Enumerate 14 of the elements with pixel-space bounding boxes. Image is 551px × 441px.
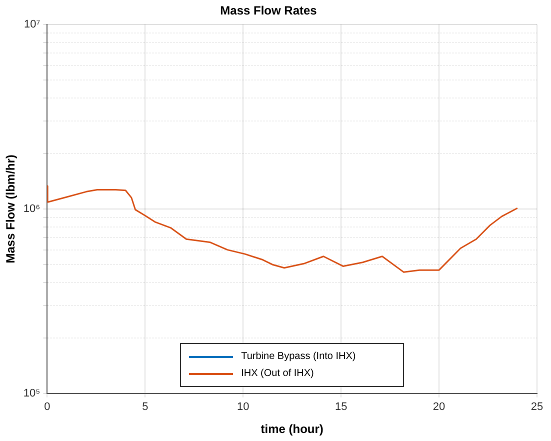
x-tick-label: 10 — [236, 401, 250, 414]
legend-label: Turbine Bypass (Into IHX) — [241, 351, 356, 362]
x-tick-label: 15 — [334, 401, 348, 414]
y-tick-label: 10⁵ — [23, 387, 40, 400]
y-tick-label: 10⁶ — [23, 202, 40, 215]
legend-label: IHX (Out of IHX) — [241, 368, 314, 380]
x-tick-label: 5 — [142, 401, 148, 414]
y-tick-label: 10⁷ — [24, 18, 40, 30]
x-tick-label: 25 — [530, 401, 544, 414]
chart-title: Mass Flow Rates — [220, 4, 318, 18]
y-axis-title: Mass Flow (lbm/hr) — [4, 154, 18, 264]
x-tick-label: 20 — [432, 401, 446, 414]
x-tick-label: 0 — [44, 401, 50, 414]
x-axis-title: time (hour) — [260, 422, 324, 436]
